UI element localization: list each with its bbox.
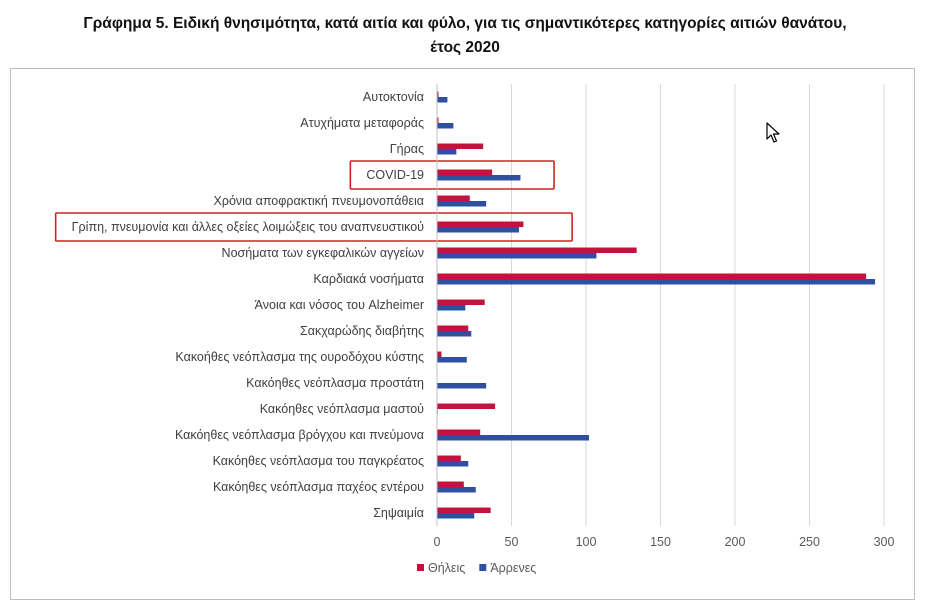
x-tick-label: 150: [650, 535, 671, 549]
bar-female: [437, 117, 439, 123]
legend-swatch: [417, 564, 424, 571]
bar-male: [437, 487, 476, 493]
category-label: Κακοήθες νεόπλασμα της ουροδόχου κύστης: [175, 350, 424, 364]
category-label: Καρδιακά νοσήματα: [313, 272, 424, 286]
category-label: Κακόηθες νεόπλασμα βρόγχου και πνεύμονα: [175, 428, 424, 442]
bar-male: [437, 513, 475, 519]
bar-female: [437, 429, 481, 435]
category-label: Αυτοκτονία: [363, 90, 424, 104]
bar-female: [437, 507, 491, 513]
x-tick-label: 300: [874, 535, 895, 549]
category-label: Νοσήματα των εγκεφαλικών αγγείων: [222, 246, 424, 260]
highlight-box: [54, 212, 573, 242]
bar-male: [437, 305, 466, 311]
category-label: Κακόηθες νεόπλασμα παχέος εντέρου: [213, 480, 424, 494]
bar-female: [437, 169, 493, 175]
x-tick-label: 0: [434, 535, 441, 549]
bar-male: [437, 227, 519, 233]
x-tick-label: 250: [799, 535, 820, 549]
bar-female: [437, 247, 637, 253]
category-label: Γρίπη, πνευμονία και άλλες οξείες λοιμώξ…: [72, 220, 424, 234]
x-tick-label: 200: [725, 535, 746, 549]
chart-title: Γράφημα 5. Ειδική θνησιμότητα, κατά αιτί…: [0, 12, 930, 60]
chart-frame: [10, 68, 915, 600]
bar-female: [437, 143, 484, 149]
bar-male: [437, 383, 487, 389]
category-label: Κακόηθες νεόπλασμα προστάτη: [246, 376, 424, 390]
x-tick-label: 100: [576, 535, 597, 549]
bar-male: [437, 149, 457, 155]
bar-female: [437, 195, 470, 201]
x-tick-label: 50: [505, 535, 519, 549]
category-label: Σακχαρώδης διαβήτης: [300, 324, 424, 338]
mouse-pointer-icon: [766, 122, 780, 143]
bar-male: [437, 357, 467, 363]
category-label: Χρόνια αποφρακτική πνευμονοπάθεια: [214, 194, 425, 208]
bar-female: [437, 481, 464, 487]
category-label: Ατυχήματα μεταφοράς: [300, 116, 424, 130]
bar-male: [437, 201, 487, 207]
legend-swatch: [479, 564, 487, 571]
category-label: Άνοια και νόσος του Alzheimer: [255, 298, 424, 312]
legend-label: Άρρενες: [490, 561, 536, 575]
chart-title-line1: Γράφημα 5. Ειδική θνησιμότητα, κατά αιτί…: [83, 15, 847, 32]
category-label: Κακόηθες νεόπλασμα μαστού: [260, 402, 424, 416]
bar-male: [437, 123, 454, 129]
bar-female: [437, 325, 469, 331]
highlight-box: [349, 160, 555, 190]
category-label: Κακόηθες νεόπλασμα του παγκρέατος: [213, 454, 424, 468]
bar-female: [437, 221, 524, 227]
bar-male: [437, 435, 589, 441]
bar-female: [437, 351, 442, 357]
bar-female: [437, 91, 439, 97]
legend-label: Θήλεις: [428, 561, 465, 575]
bar-male: [437, 97, 448, 103]
bar-male: [437, 253, 597, 259]
bar-male: [437, 331, 472, 337]
category-label: COVID-19: [366, 168, 424, 182]
category-label: Σηψαιμία: [373, 506, 424, 520]
bar-male: [437, 461, 469, 467]
bar-male: [437, 279, 876, 285]
bar-female: [437, 455, 461, 461]
bar-female: [437, 403, 496, 409]
chart-title-line2: έτος 2020: [430, 39, 500, 56]
category-label: Γήρας: [390, 142, 424, 156]
bar-female: [437, 273, 867, 279]
bar-female: [437, 299, 485, 305]
bar-male: [437, 175, 521, 181]
